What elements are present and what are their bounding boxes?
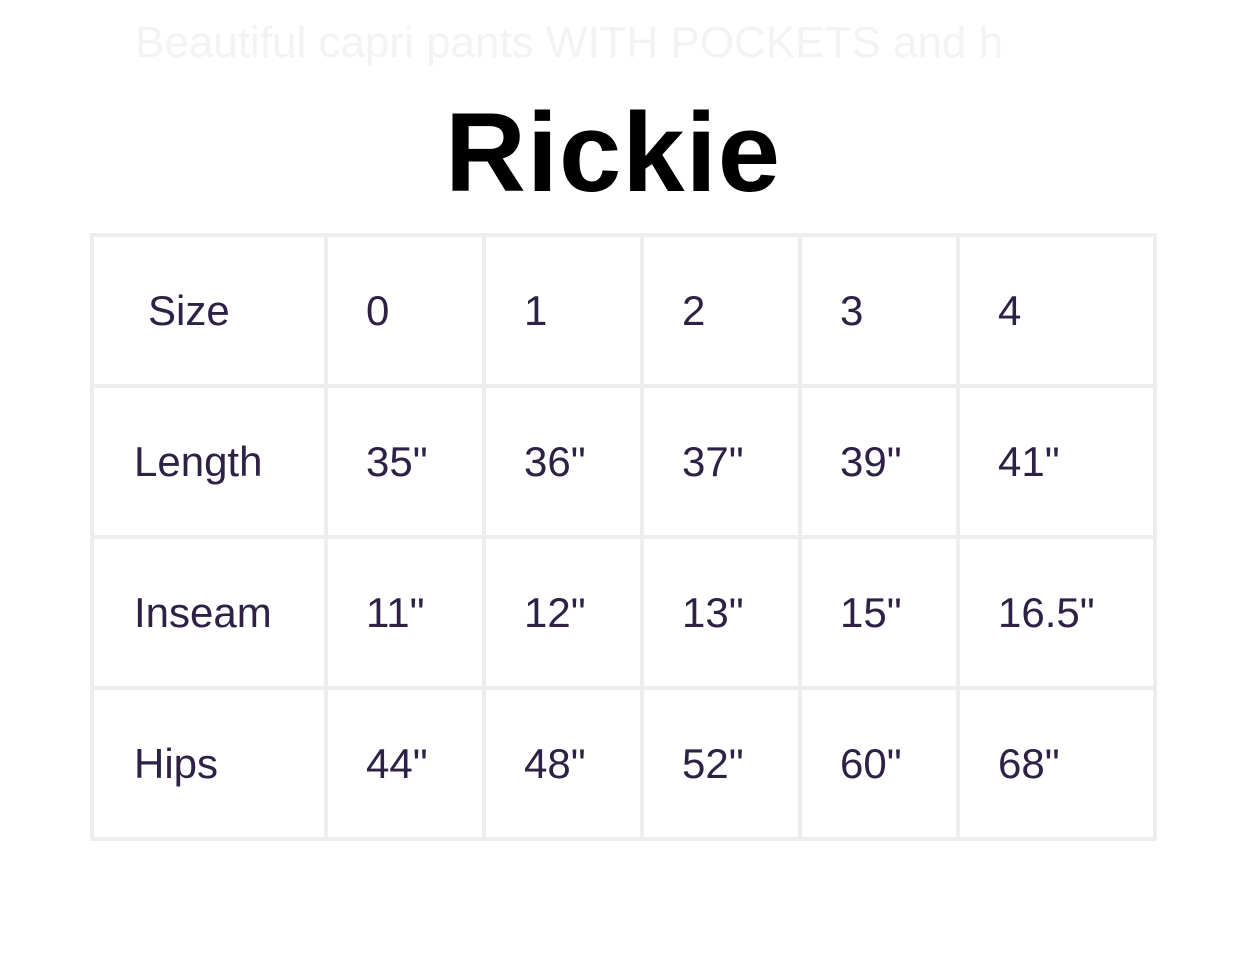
table-row: Hips 44" 48" 52" 60" 68"	[90, 686, 1157, 841]
table-cell: 48"	[482, 686, 644, 841]
table-cell: 4	[956, 233, 1157, 388]
row-header: Hips	[90, 686, 328, 841]
size-chart-table: Size 0 1 2 3 4 Length 35" 36" 37" 39" 41" Inseam 11" 1…	[90, 233, 1157, 841]
table-cell: 35"	[324, 384, 486, 539]
row-header: Length	[90, 384, 328, 539]
table-cell: 1	[482, 233, 644, 388]
row-header: Size	[90, 233, 328, 388]
table-row: Length 35" 36" 37" 39" 41"	[90, 384, 1157, 539]
table-cell: 11"	[324, 535, 486, 690]
table-cell: 44"	[324, 686, 486, 841]
table-cell: 37"	[640, 384, 802, 539]
page-title: Rickie	[445, 90, 781, 215]
faded-background-text: Beautiful capri pants WITH POCKETS and h	[135, 18, 1004, 67]
table-cell: 12"	[482, 535, 644, 690]
table-row: Inseam 11" 12" 13" 15" 16.5"	[90, 535, 1157, 690]
table-cell: 3	[798, 233, 960, 388]
table-cell: 2	[640, 233, 802, 388]
table-cell: 13"	[640, 535, 802, 690]
table-cell: 16.5"	[956, 535, 1157, 690]
table-cell: 36"	[482, 384, 644, 539]
table-cell: 41"	[956, 384, 1157, 539]
row-header: Inseam	[90, 535, 328, 690]
table-cell: 60"	[798, 686, 960, 841]
table-row: Size 0 1 2 3 4	[90, 233, 1157, 388]
table-cell: 15"	[798, 535, 960, 690]
table-cell: 52"	[640, 686, 802, 841]
table-cell: 0	[324, 233, 486, 388]
table-cell: 39"	[798, 384, 960, 539]
table-cell: 68"	[956, 686, 1157, 841]
